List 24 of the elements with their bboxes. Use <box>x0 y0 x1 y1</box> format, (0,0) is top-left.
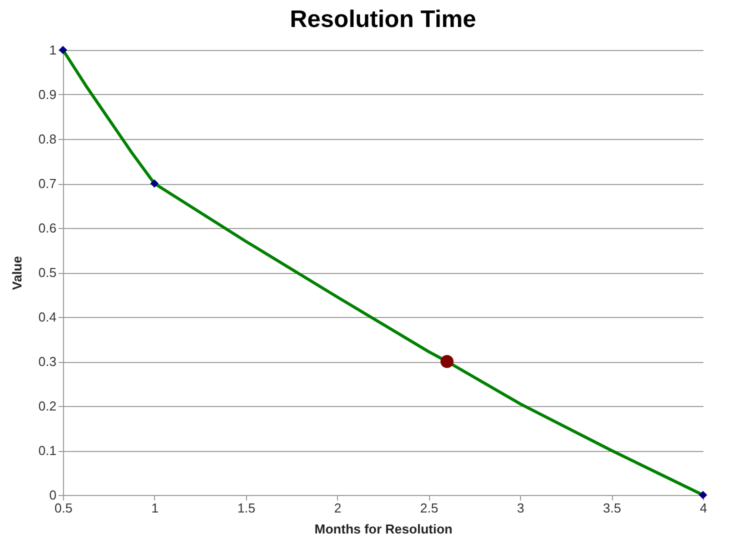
y-tick-label: 0.7 <box>38 176 56 191</box>
point <box>698 490 708 500</box>
y-tick-label: 0.5 <box>38 265 56 280</box>
y-tick-label: 0 <box>49 488 56 502</box>
x-tick-label: 3.5 <box>603 500 622 516</box>
y-tick-label: 0.8 <box>38 132 56 146</box>
point <box>440 354 454 368</box>
x-tick-label: 2.5 <box>420 500 438 516</box>
point <box>150 179 159 188</box>
y-tick-label: 0.4 <box>38 310 56 324</box>
x-tick-label: 2 <box>334 500 342 516</box>
x-tick-label: 4 <box>700 500 708 516</box>
y-tick-label: 0.3 <box>38 354 56 369</box>
x-tick-label: 1 <box>151 500 159 516</box>
y-tick-label: 0.1 <box>38 443 56 458</box>
x-axis-title: Months for Resolution <box>314 522 453 536</box>
y-tick-label: 0.6 <box>38 220 56 236</box>
y-tick-label: 1 <box>49 42 56 58</box>
chart-title: Resolution Time <box>290 6 476 33</box>
y-tick-label: 0.2 <box>38 398 56 414</box>
x-tick-label: 3 <box>517 500 524 516</box>
x-tick-label: 1.5 <box>237 500 256 516</box>
y-tick-label: 0.9 <box>38 87 56 102</box>
y-axis-title: Value <box>9 256 24 290</box>
